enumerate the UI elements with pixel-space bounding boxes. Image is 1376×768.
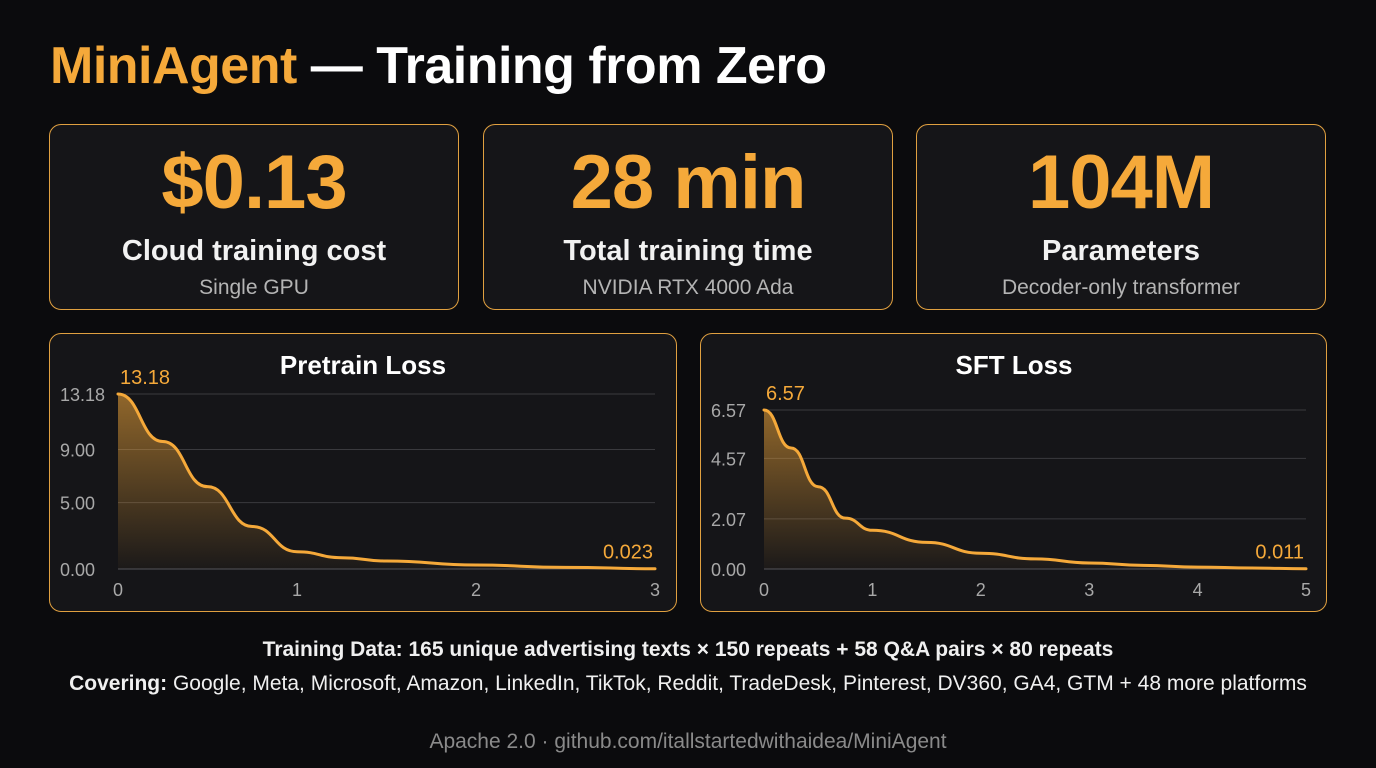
stat-sub: NVIDIA RTX 4000 Ada bbox=[582, 276, 794, 299]
data-label: 0.023 bbox=[603, 542, 653, 564]
pretrain-loss-chart: Pretrain Loss 0.00 5.00 9.00 13.18 0 1 2 3 13.18 0… bbox=[49, 333, 677, 612]
stat-card-time: 28 min Total training time NVIDIA RTX 40… bbox=[483, 124, 893, 310]
y-tick-label: 5.00 bbox=[60, 494, 95, 514]
y-tick-label: 0.00 bbox=[711, 560, 746, 580]
stat-label: Parameters bbox=[1042, 235, 1200, 267]
x-tick-label: 3 bbox=[1084, 580, 1094, 600]
x-tick-label: 1 bbox=[867, 580, 877, 600]
data-label: 6.57 bbox=[766, 383, 805, 405]
chart-title: SFT Loss bbox=[955, 350, 1072, 380]
loss-line bbox=[762, 408, 1308, 571]
title-accent: MiniAgent bbox=[50, 37, 297, 95]
stat-sub: Decoder-only transformer bbox=[1001, 276, 1241, 299]
x-tick-label: 1 bbox=[292, 580, 302, 600]
chart-title: Pretrain Loss bbox=[280, 350, 446, 380]
x-tick-label: 0 bbox=[113, 580, 123, 600]
x-tick-label: 4 bbox=[1193, 580, 1203, 600]
x-tick-label: 5 bbox=[1301, 580, 1311, 600]
covering-line: Covering: Google, Meta, Microsoft, Amazo… bbox=[0, 672, 1376, 696]
sft-loss-svg: SFT Loss 0.00 2.07 4.57 6.57 0 1 2 3 4 5 6.57 0.011 bbox=[711, 350, 1311, 600]
x-tick-label: 2 bbox=[471, 580, 481, 600]
x-tick-label: 2 bbox=[976, 580, 986, 600]
data-label: 0.011 bbox=[1255, 542, 1304, 564]
stat-value: 28 min bbox=[570, 140, 807, 225]
y-tick-label: 2.07 bbox=[711, 510, 746, 530]
loss-area bbox=[764, 410, 1306, 569]
y-tick-label: 6.57 bbox=[711, 401, 746, 421]
y-tick-label: 0.00 bbox=[60, 560, 95, 580]
stat-card-cost: $0.13 Cloud training cost Single GPU bbox=[49, 124, 459, 310]
x-tick-label: 3 bbox=[650, 580, 660, 600]
title-rest: — Training from Zero bbox=[296, 37, 827, 95]
y-tick-label: 9.00 bbox=[60, 441, 95, 461]
stat-label: Total training time bbox=[563, 235, 813, 267]
y-tick-label: 13.18 bbox=[60, 385, 105, 405]
stat-value: 104M bbox=[1027, 140, 1215, 225]
stat-value: $0.13 bbox=[161, 140, 347, 225]
pretrain-loss-svg: Pretrain Loss 0.00 5.00 9.00 13.18 0 1 2 3 13.18 0… bbox=[60, 350, 660, 600]
license-link[interactable]: Apache 2.0 · github.com/itallstartedwith… bbox=[429, 730, 947, 753]
stat-card-params: 104M Parameters Decoder-only transformer bbox=[916, 124, 1326, 310]
stat-sub: Single GPU bbox=[199, 276, 309, 299]
x-tick-label: 0 bbox=[759, 580, 769, 600]
loss-line bbox=[116, 392, 657, 571]
covering-label: Covering: bbox=[69, 672, 168, 695]
loss-area bbox=[118, 394, 655, 569]
page-title: MiniAgent — Training from Zero bbox=[50, 36, 827, 96]
training-data-line: Training Data: 165 unique advertising te… bbox=[262, 638, 1114, 661]
y-tick-label: 4.57 bbox=[711, 449, 746, 469]
sft-loss-chart: SFT Loss 0.00 2.07 4.57 6.57 0 1 2 3 4 5 6.57 0.011 bbox=[700, 333, 1327, 612]
covering-text: Google, Meta, Microsoft, Amazon, LinkedI… bbox=[167, 672, 1307, 695]
stat-label: Cloud training cost bbox=[121, 235, 387, 267]
data-label: 13.18 bbox=[120, 367, 170, 389]
